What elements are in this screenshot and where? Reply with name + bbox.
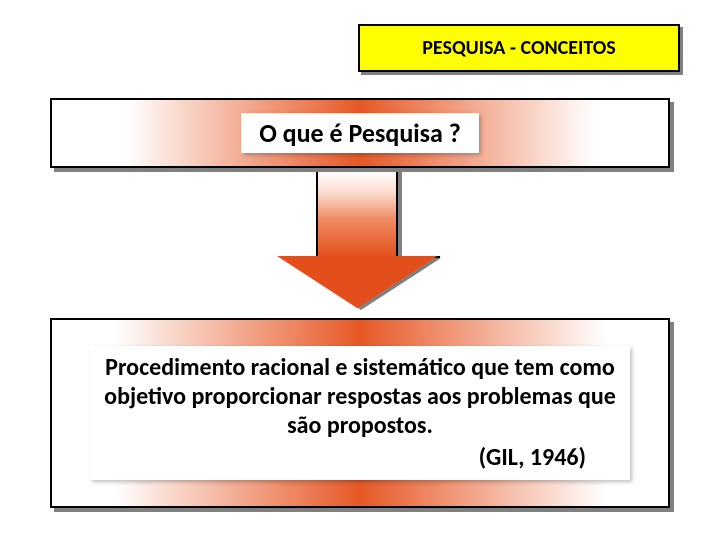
arrow-head: [277, 256, 437, 308]
answer-inner: Procedimento racional e sistemático que …: [90, 346, 630, 479]
header-box: PESQUISA - CONCEITOS: [358, 24, 680, 72]
arrow-shaft: [316, 172, 398, 258]
answer-box: Procedimento racional e sistemático que …: [50, 318, 670, 508]
answer-body: Procedimento racional e sistemático que …: [104, 354, 616, 440]
question-text: O que é Pesquisa ?: [259, 117, 461, 149]
down-arrow: [262, 172, 452, 312]
question-box: O que é Pesquisa ?: [50, 98, 670, 168]
header-title: PESQUISA - CONCEITOS: [422, 36, 615, 60]
answer-citation: (GIL, 1946): [104, 443, 616, 472]
question-inner: O que é Pesquisa ?: [241, 113, 479, 153]
